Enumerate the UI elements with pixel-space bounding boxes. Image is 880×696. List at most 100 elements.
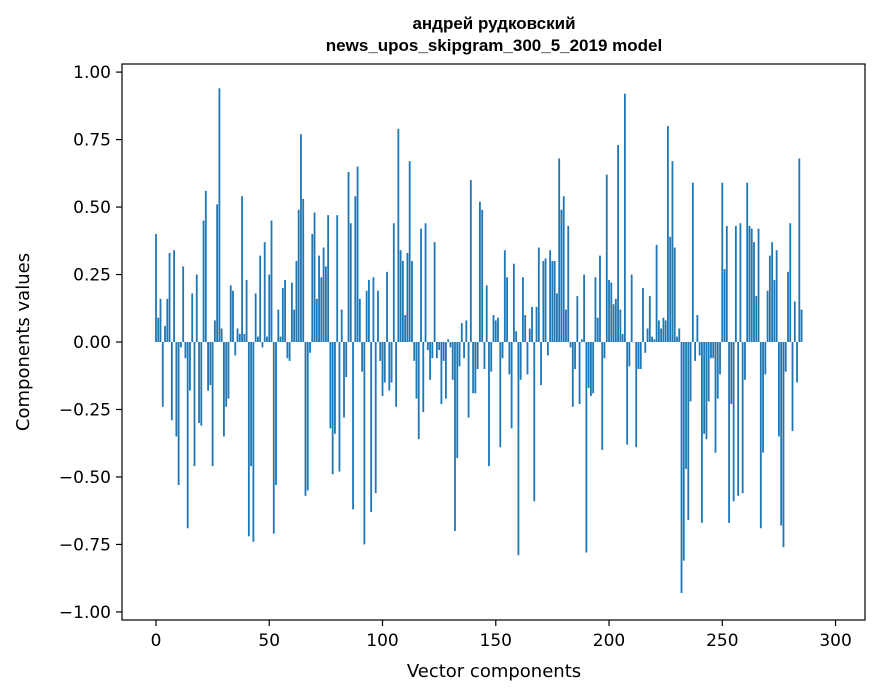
bar-253 xyxy=(728,342,730,523)
bar-233 xyxy=(682,342,685,561)
bar-34 xyxy=(232,290,234,342)
bar-13 xyxy=(184,342,187,359)
bar-192 xyxy=(590,342,592,396)
bar-54 xyxy=(277,309,280,342)
bar-156 xyxy=(508,342,511,375)
bar-202 xyxy=(612,304,615,342)
bar-37 xyxy=(238,333,241,342)
bar-55 xyxy=(279,336,282,342)
bar-84 xyxy=(345,342,348,378)
bar-152 xyxy=(499,342,502,448)
bar-187 xyxy=(578,342,581,405)
bar-103 xyxy=(388,342,391,391)
bar-199 xyxy=(605,174,608,342)
bar-209 xyxy=(628,342,631,367)
bar-51 xyxy=(270,220,273,342)
bar-157 xyxy=(510,342,513,429)
bar-258 xyxy=(739,223,742,342)
bar-259 xyxy=(741,342,744,494)
bar-188 xyxy=(580,339,583,342)
bar-75 xyxy=(324,266,327,342)
bar-90 xyxy=(358,298,361,342)
bar-100 xyxy=(381,342,384,396)
bar-10 xyxy=(177,342,180,486)
bar-243 xyxy=(705,342,708,440)
bar-218 xyxy=(648,296,651,342)
x-axis-ticks: 0 50 100 150 200 250 300 xyxy=(151,620,852,651)
bar-109 xyxy=(401,261,404,342)
bar-128 xyxy=(445,342,447,399)
bar-38 xyxy=(241,196,243,342)
bar-35 xyxy=(234,342,237,356)
bar-81 xyxy=(338,342,341,472)
bar-162 xyxy=(522,277,524,342)
bar-21 xyxy=(202,220,205,342)
bar-225 xyxy=(664,320,667,342)
bar-111 xyxy=(406,252,409,342)
bar-250 xyxy=(721,182,724,342)
bar-119 xyxy=(424,223,427,342)
bar-85 xyxy=(347,171,350,342)
bar-155 xyxy=(506,277,508,342)
bar-116 xyxy=(417,342,420,440)
bar-17 xyxy=(193,342,196,467)
bar-30 xyxy=(223,342,225,437)
bar-82 xyxy=(340,309,343,342)
bar-50 xyxy=(268,274,271,342)
bar-125 xyxy=(438,342,441,351)
bar-221 xyxy=(655,244,658,342)
bar-172 xyxy=(544,258,547,342)
y-tick-label: −0.75 xyxy=(59,535,111,555)
bar-205 xyxy=(619,309,622,342)
bar-256 xyxy=(734,225,737,342)
y-tick-label: 0.00 xyxy=(73,333,111,353)
bar-58 xyxy=(286,342,289,359)
bar-101 xyxy=(383,342,386,383)
bar-240 xyxy=(698,342,701,356)
bar-53 xyxy=(275,342,277,486)
bar-9 xyxy=(175,342,178,437)
x-tick-label: 150 xyxy=(480,631,512,651)
bar-135 xyxy=(460,323,463,342)
bar-45 xyxy=(257,336,259,342)
bar-91 xyxy=(361,342,364,372)
bar-40 xyxy=(245,279,248,342)
bar-196 xyxy=(599,255,601,342)
bar-182 xyxy=(567,225,570,342)
bar-149 xyxy=(492,315,495,342)
bar-132 xyxy=(454,342,456,531)
bar-115 xyxy=(415,342,418,399)
bar-16 xyxy=(191,293,194,342)
bar-284 xyxy=(798,158,801,342)
bar-41 xyxy=(247,342,250,537)
bar-261 xyxy=(746,182,749,342)
plot-frame xyxy=(121,63,866,621)
bar-108 xyxy=(399,250,402,342)
bar-153 xyxy=(501,342,504,359)
bar-130 xyxy=(449,342,452,348)
bar-62 xyxy=(295,261,298,342)
bar-281 xyxy=(791,342,794,432)
bar-216 xyxy=(644,342,647,353)
bar-210 xyxy=(630,274,633,342)
bar-168 xyxy=(535,306,538,342)
x-tick-label: 50 xyxy=(258,631,280,651)
bar-260 xyxy=(744,342,746,380)
bar-76 xyxy=(327,215,330,342)
bar-161 xyxy=(519,342,522,380)
bar-274 xyxy=(775,250,778,342)
bar-236 xyxy=(689,342,692,402)
bar-61 xyxy=(293,309,296,342)
bar-122 xyxy=(431,342,434,359)
bar-31 xyxy=(225,342,228,407)
bar-56 xyxy=(281,288,284,342)
bar-220 xyxy=(653,339,656,342)
bar-231 xyxy=(678,328,681,342)
bar-95 xyxy=(370,342,373,513)
bar-28 xyxy=(218,88,221,342)
bar-46 xyxy=(259,255,262,342)
bar-263 xyxy=(750,228,753,342)
bar-151 xyxy=(497,317,499,342)
bar-180 xyxy=(562,196,565,342)
